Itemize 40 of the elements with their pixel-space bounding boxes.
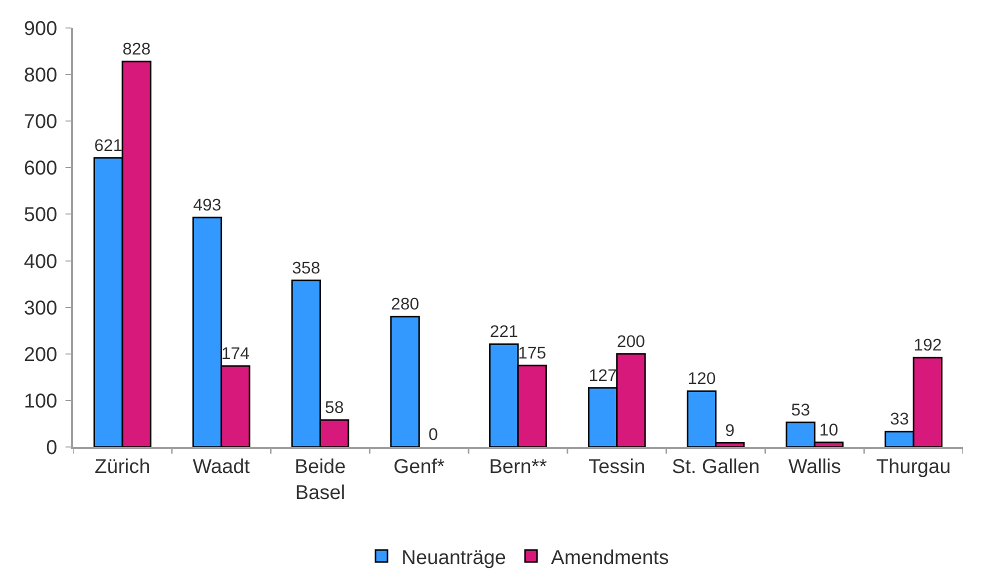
- x-tick-label: Beide Basel: [294, 456, 346, 504]
- y-tick-label: 700: [24, 111, 58, 134]
- data-label: 493: [193, 196, 222, 215]
- data-label: 127: [588, 366, 617, 385]
- data-label: 0: [428, 425, 438, 444]
- data-label: 174: [221, 344, 250, 364]
- data-label: 221: [490, 322, 518, 342]
- x-tick-label: Thurgau: [876, 456, 951, 478]
- y-tick-label: 900: [24, 18, 58, 40]
- data-label: 192: [914, 336, 942, 355]
- y-tick-label: 600: [24, 158, 58, 180]
- data-label: 10: [819, 420, 838, 440]
- x-tick-label: Wallis: [788, 456, 841, 478]
- legend-label: Neuanträge: [402, 546, 506, 569]
- legend-label: Amendments: [551, 546, 669, 569]
- y-tick-label: 100: [24, 390, 58, 412]
- x-tick-label: Genf*: [394, 456, 445, 478]
- data-label: 120: [688, 369, 716, 388]
- x-tick-label: Waadt: [192, 456, 250, 478]
- y-tick-label: 800: [24, 64, 58, 87]
- data-label: 358: [292, 258, 320, 278]
- y-tick-label: 500: [24, 204, 58, 226]
- data-label: 58: [324, 398, 344, 417]
- x-tick-label: Bern**: [489, 456, 548, 478]
- x-tick-label: Tessin: [588, 456, 646, 478]
- bar: [390, 316, 420, 447]
- x-tick-label: St. Gallen: [672, 456, 760, 478]
- data-label: 33: [890, 410, 909, 429]
- y-tick-label: 0: [46, 437, 58, 459]
- y-tick-label: 400: [24, 250, 58, 273]
- data-label: 9: [725, 420, 735, 440]
- data-label: 621: [94, 136, 122, 155]
- data-label: 280: [390, 294, 420, 314]
- data-label: 175: [518, 344, 546, 363]
- y-tick-label: 300: [24, 297, 58, 320]
- y-tick-label: 200: [24, 344, 58, 366]
- data-label: 53: [791, 400, 810, 420]
- data-label: 828: [122, 40, 151, 59]
- x-tick-label: Zürich: [94, 456, 150, 478]
- data-label: 200: [616, 332, 646, 351]
